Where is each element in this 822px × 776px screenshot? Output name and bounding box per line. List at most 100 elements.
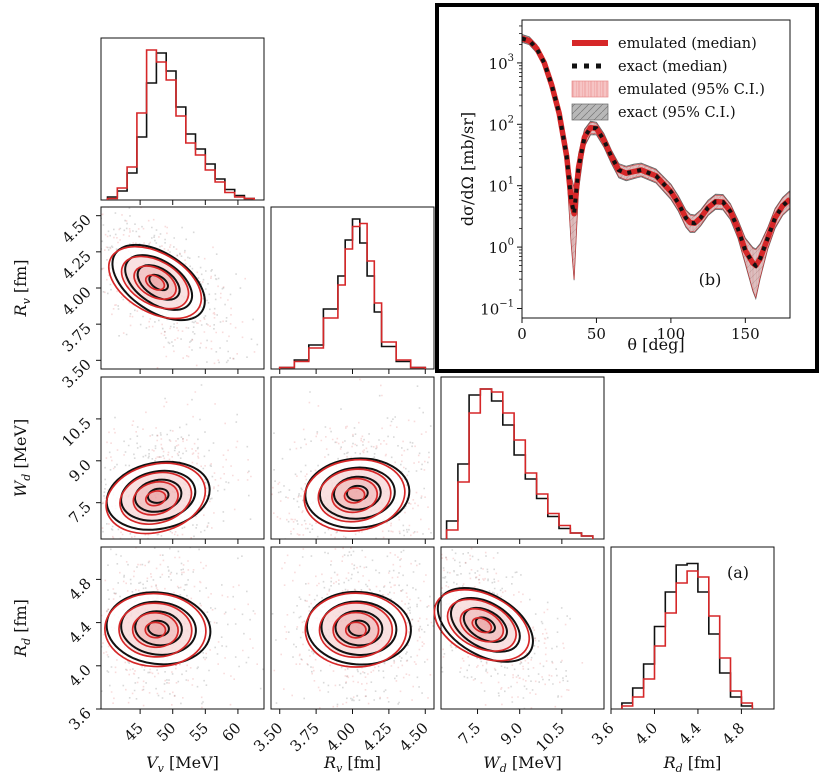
x-tick-label: 100 bbox=[657, 325, 686, 343]
joint-Vv_Rv bbox=[100, 206, 265, 370]
marginal-Vv bbox=[100, 37, 265, 201]
joint-Wd_Rd bbox=[433, 546, 605, 710]
contour-emulated bbox=[331, 477, 379, 514]
density-fill bbox=[134, 480, 179, 514]
contour-emulated bbox=[107, 245, 203, 320]
x-tick-label: 4.25 bbox=[359, 719, 395, 755]
samples-emulated bbox=[273, 547, 433, 709]
scatter-samples bbox=[271, 547, 434, 709]
cross-section-plot bbox=[522, 33, 790, 301]
cross-section-panel: 0 50 100 150 10−1 100 101 102 103 θ [deg] dσ/dΩ [m… bbox=[435, 3, 819, 373]
y-axis-label-Wd: Wd [MeV] bbox=[11, 419, 33, 497]
legend-label: emulated (95% C.I.) bbox=[618, 82, 765, 98]
x-tick-label: 60 bbox=[218, 719, 244, 745]
y-tick-label: 10.5 bbox=[58, 414, 94, 450]
contour-exact bbox=[345, 484, 369, 502]
density-fill bbox=[106, 461, 207, 533]
contour-exact bbox=[136, 264, 181, 301]
contour-exact bbox=[120, 469, 197, 522]
y-tick-label: 7.5 bbox=[65, 498, 95, 528]
x-tick-label: 3.50 bbox=[250, 719, 286, 755]
histogram-exact bbox=[621, 562, 754, 709]
contour-exact bbox=[450, 597, 521, 653]
contour-emulated bbox=[317, 468, 392, 523]
legend-swatch-exact-ci bbox=[571, 103, 609, 121]
contour-emulated bbox=[459, 607, 505, 643]
x-tick-label: 3.75 bbox=[287, 719, 323, 755]
contour-exact bbox=[105, 591, 212, 666]
contour-exact bbox=[318, 466, 396, 520]
contour-exact bbox=[120, 600, 197, 656]
x-tick-label: 4.8 bbox=[719, 719, 749, 749]
legend-label: exact (median) bbox=[618, 59, 728, 75]
x-tick-label: 50 bbox=[153, 719, 179, 745]
y-axis-label-Rd: Rd [fm] bbox=[11, 599, 33, 658]
joint-Vv_Wd bbox=[100, 376, 265, 540]
contour-emulated bbox=[131, 611, 179, 649]
x-axis-label-Rd: Rd [fm] bbox=[663, 753, 722, 775]
line-exact-median bbox=[522, 36, 790, 269]
x-axis-label-Rv: Rv [fm] bbox=[323, 753, 381, 775]
contour-emulated bbox=[303, 458, 406, 532]
contour-emulated bbox=[344, 621, 367, 639]
y-tick-label: 4.8 bbox=[65, 575, 95, 605]
y-tick-label: 4.25 bbox=[58, 247, 94, 283]
marginal-Rv bbox=[270, 206, 435, 370]
y-tick-label: 3.6 bbox=[65, 704, 95, 734]
contour-exact bbox=[436, 587, 534, 663]
contour-emulated bbox=[343, 487, 366, 504]
x-tick-label: 50 bbox=[587, 325, 606, 343]
panel-frame bbox=[100, 37, 265, 201]
contour-emulated bbox=[144, 490, 167, 507]
contour-emulated bbox=[433, 588, 531, 662]
contour-exact bbox=[332, 475, 382, 511]
y-tick-label: 4.4 bbox=[65, 618, 95, 648]
contour-emulated bbox=[332, 611, 380, 649]
contour-emulated bbox=[133, 265, 177, 301]
marginal-Wd bbox=[440, 376, 605, 540]
x-tick-label: 55 bbox=[186, 719, 212, 745]
legend-swatch-emulated-ci bbox=[571, 80, 609, 98]
x-axis-label: θ [deg] bbox=[627, 335, 684, 354]
density-fill bbox=[334, 611, 380, 647]
contour-emulated bbox=[446, 598, 517, 652]
contour-emulated bbox=[471, 617, 493, 634]
contour-exact bbox=[334, 610, 384, 647]
density-fill bbox=[105, 592, 207, 666]
histogram-exact bbox=[106, 52, 255, 200]
x-tick-label: 4.0 bbox=[632, 719, 662, 749]
band-emulated-ci bbox=[522, 35, 790, 299]
x-tick-label: 7.5 bbox=[455, 719, 485, 749]
y-axis-label-Rv: Rv [fm] bbox=[11, 260, 33, 318]
y-tick-label: 4.0 bbox=[65, 661, 95, 691]
panel-frame bbox=[440, 546, 605, 710]
contour-emulated bbox=[304, 592, 408, 668]
density-fill bbox=[435, 589, 531, 661]
scatter-samples bbox=[101, 207, 259, 369]
contour-emulated bbox=[318, 602, 394, 659]
contour-exact bbox=[105, 460, 211, 531]
x-tick-label: 9.0 bbox=[497, 719, 527, 749]
y-tick-label: 4.00 bbox=[58, 283, 94, 319]
contour-emulated bbox=[105, 462, 207, 535]
contour-exact bbox=[134, 478, 183, 513]
joint-Vv_Rd bbox=[100, 546, 265, 710]
x-tick-label: 3.6 bbox=[588, 719, 618, 749]
contour-exact bbox=[124, 254, 193, 311]
contour-exact bbox=[347, 619, 371, 637]
panel-tag-b: (b) bbox=[699, 270, 722, 289]
y-tick-label: 4.50 bbox=[58, 211, 94, 247]
y-tick-label: 103 bbox=[489, 53, 514, 73]
x-axis-label-Wd: Wd [MeV] bbox=[483, 753, 561, 775]
x-tick-label: 45 bbox=[121, 719, 147, 745]
samples-emulated bbox=[101, 391, 252, 539]
x-tick-label: 10.5 bbox=[532, 719, 568, 755]
panel-tag-a: (a) bbox=[727, 563, 749, 582]
panel-frame bbox=[100, 376, 265, 540]
scatter-samples bbox=[101, 384, 252, 539]
contour-emulated bbox=[144, 621, 167, 639]
y-tick-label: 10−1 bbox=[480, 298, 514, 318]
contour-exact bbox=[304, 457, 411, 529]
contour-exact bbox=[305, 590, 412, 666]
